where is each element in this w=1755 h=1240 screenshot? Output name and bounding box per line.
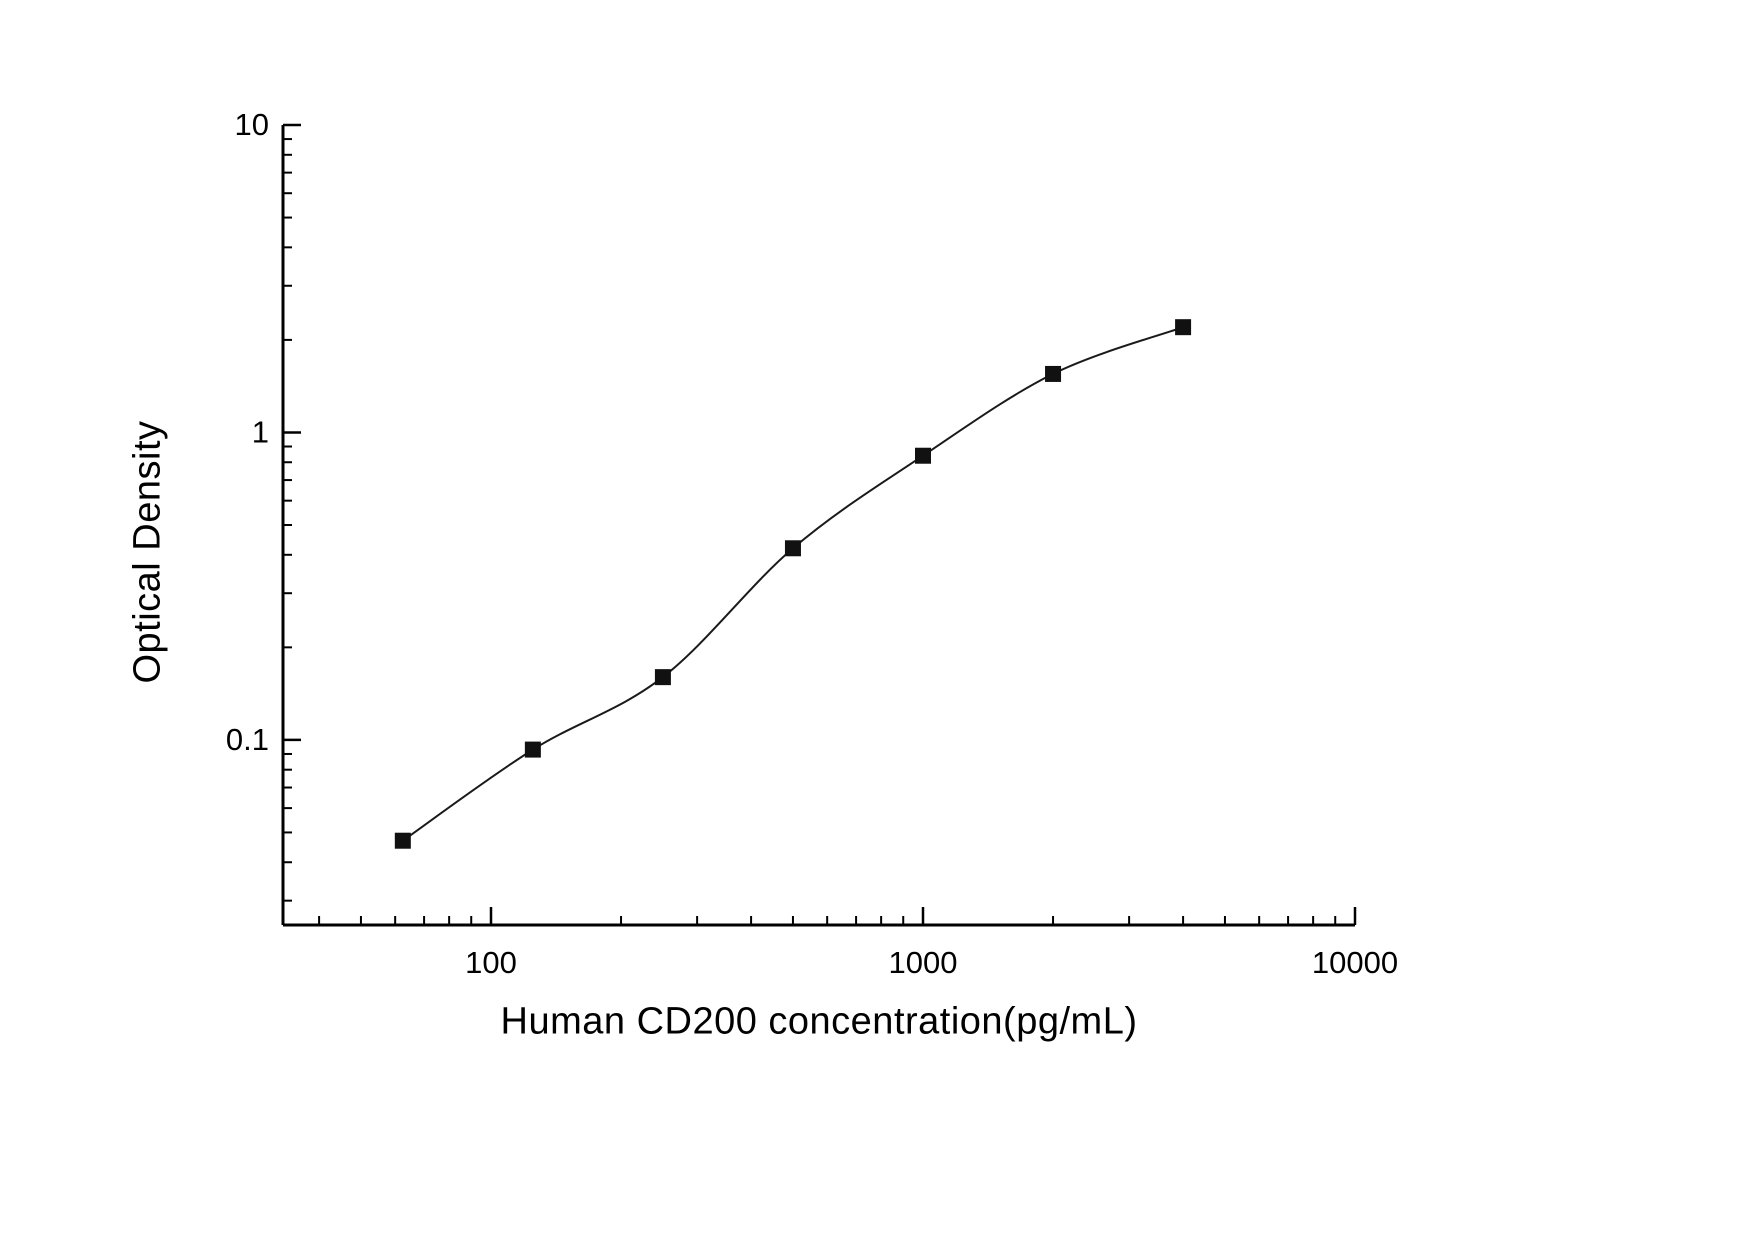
data-point-marker bbox=[524, 741, 541, 758]
data-point-marker bbox=[1175, 319, 1192, 336]
y-axis-label: Optical Density bbox=[126, 420, 169, 684]
x-tick-label: 1000 bbox=[889, 945, 958, 980]
x-tick-label: 10000 bbox=[1312, 945, 1398, 980]
y-tick-label: 10 bbox=[235, 107, 269, 142]
x-axis-label: Human CD200 concentration(pg/mL) bbox=[500, 1000, 1138, 1043]
x-tick-label: 100 bbox=[465, 945, 517, 980]
y-tick-label: 1 bbox=[252, 414, 269, 449]
data-point-marker bbox=[915, 447, 932, 464]
data-point-marker bbox=[654, 669, 671, 686]
data-point-marker bbox=[1045, 365, 1062, 382]
data-point-marker bbox=[784, 540, 801, 557]
fit-curve bbox=[402, 326, 1184, 842]
y-tick-label: 0.1 bbox=[226, 722, 269, 757]
data-point-marker bbox=[394, 832, 411, 849]
